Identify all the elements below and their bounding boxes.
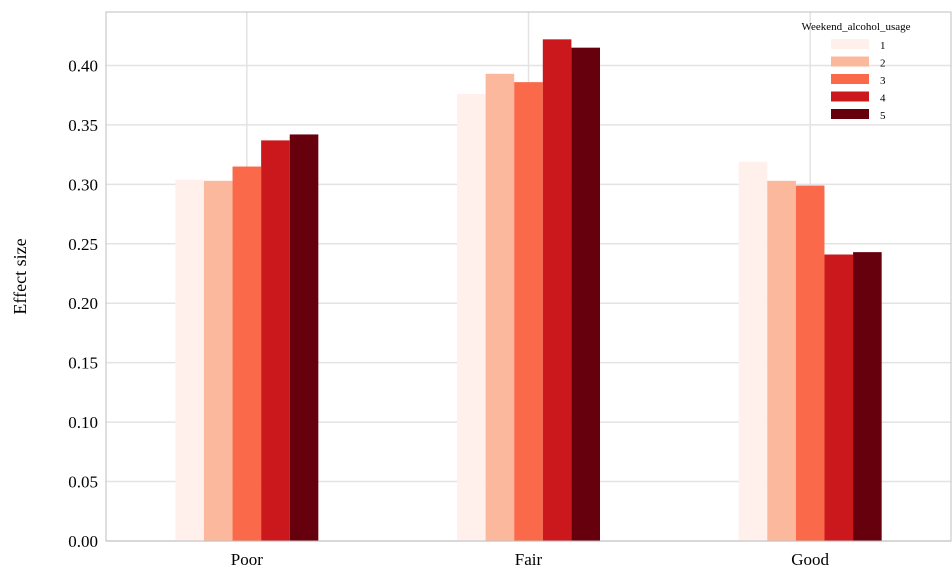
y-tick-label: 0.35 <box>68 116 98 135</box>
y-tick-label: 0.20 <box>68 294 98 313</box>
bar-fair-4 <box>542 39 572 541</box>
legend-label-3: 3 <box>880 75 886 87</box>
bar-fair-1 <box>457 94 486 541</box>
bar-good-5 <box>853 252 882 541</box>
legend: Weekend_alcohol_usage 1 2 3 4 5 <box>801 21 910 122</box>
bar-poor-3 <box>232 166 262 542</box>
legend-swatch-3 <box>831 74 869 84</box>
y-tick-label: 0.25 <box>68 235 98 254</box>
y-tick-label: 0.30 <box>68 175 98 194</box>
bar-good-4 <box>824 254 854 541</box>
bar-good-2 <box>767 180 796 541</box>
legend-label-5: 5 <box>880 110 886 122</box>
legend-label-1: 1 <box>880 40 886 52</box>
bars <box>175 39 882 542</box>
bar-poor-4 <box>261 140 290 541</box>
y-tick-label: 0.10 <box>68 413 98 432</box>
legend-label-2: 2 <box>880 58 886 70</box>
y-tick-label: 0.00 <box>68 532 98 551</box>
bar-fair-2 <box>485 73 515 541</box>
legend-title: Weekend_alcohol_usage <box>801 21 910 33</box>
bar-poor-1 <box>175 179 204 542</box>
bar-fair-3 <box>514 82 543 541</box>
bar-good-3 <box>795 185 825 541</box>
y-axis-ticks: 0.00 0.05 0.10 0.15 0.20 0.25 0.30 0.35 0.40 <box>68 56 98 551</box>
x-axis-ticks: Poor Fair Good <box>231 550 830 569</box>
x-tick-label: Poor <box>231 550 263 569</box>
bar-poor-2 <box>203 180 233 541</box>
x-tick-label: Good <box>791 550 829 569</box>
plot-frame <box>105 11 952 542</box>
y-tick-label: 0.15 <box>68 354 98 373</box>
y-axis-label: Effect size <box>10 238 30 314</box>
bar-poor-5 <box>289 134 319 542</box>
legend-label-4: 4 <box>880 93 886 105</box>
legend-swatch-4 <box>831 91 869 102</box>
x-tick-label: Fair <box>515 550 543 569</box>
legend-swatch-1 <box>831 39 869 49</box>
y-tick-label: 0.05 <box>68 473 98 492</box>
bar-fair-5 <box>571 47 600 541</box>
legend-swatch-5 <box>831 109 869 119</box>
legend-swatch-2 <box>831 56 869 67</box>
y-tick-label: 0.40 <box>68 56 98 75</box>
bar-good-1 <box>738 161 768 541</box>
